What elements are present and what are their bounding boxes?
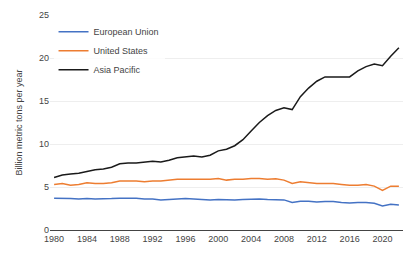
svg-text:United States: United States <box>94 46 149 56</box>
svg-text:2012: 2012 <box>307 234 327 244</box>
svg-text:2020: 2020 <box>372 234 392 244</box>
svg-text:25: 25 <box>39 10 49 20</box>
svg-text:1980: 1980 <box>44 234 64 244</box>
svg-text:1996: 1996 <box>175 234 195 244</box>
svg-text:1988: 1988 <box>110 234 130 244</box>
svg-text:2004: 2004 <box>241 234 261 244</box>
svg-text:0: 0 <box>44 225 49 235</box>
svg-text:2000: 2000 <box>208 234 228 244</box>
svg-text:2008: 2008 <box>274 234 294 244</box>
svg-text:1992: 1992 <box>143 234 163 244</box>
svg-text:5: 5 <box>44 182 49 192</box>
svg-text:1984: 1984 <box>77 234 97 244</box>
svg-text:15: 15 <box>39 96 49 106</box>
svg-text:European Union: European Union <box>94 27 159 37</box>
svg-text:2016: 2016 <box>340 234 360 244</box>
svg-text:Billion metric tons per year: Billion metric tons per year <box>14 69 24 175</box>
svg-text:20: 20 <box>39 53 49 63</box>
svg-text:10: 10 <box>39 139 49 149</box>
svg-text:Asia Pacific: Asia Pacific <box>94 65 141 75</box>
